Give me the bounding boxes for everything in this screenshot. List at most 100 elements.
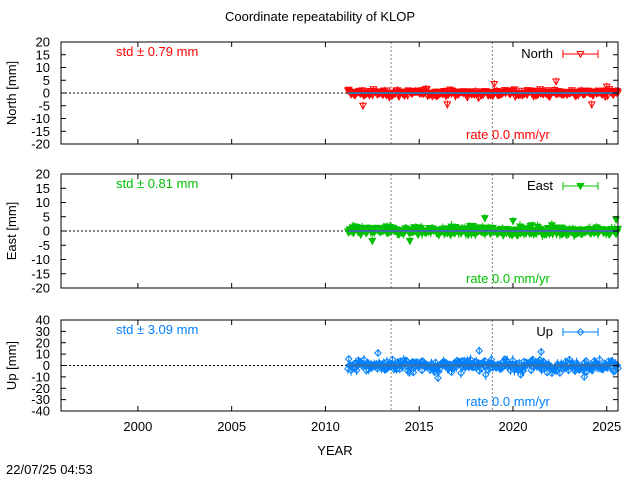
data-point bbox=[576, 182, 585, 191]
y-axis-label: Up [mm] bbox=[4, 341, 19, 390]
y-tick-label: 15 bbox=[36, 181, 50, 196]
data-point bbox=[378, 360, 387, 369]
x-tick-label: 2010 bbox=[311, 419, 340, 434]
y-tick-label: -10 bbox=[31, 369, 50, 384]
x-tick-label: 2015 bbox=[405, 419, 434, 434]
data-point bbox=[587, 101, 596, 109]
y-tick-label: 40 bbox=[36, 313, 50, 328]
y-tick-label: -10 bbox=[31, 252, 50, 267]
chart-title: Coordinate repeatability of KLOP bbox=[225, 9, 415, 24]
data-point bbox=[576, 328, 585, 336]
rate-label: rate 0.0 mm/yr bbox=[466, 271, 550, 286]
data-point bbox=[409, 368, 418, 377]
y-tick-label: -5 bbox=[38, 98, 50, 113]
y-axis-label: North [mm] bbox=[4, 61, 19, 125]
x-tick-label: 2000 bbox=[123, 419, 152, 434]
data-point bbox=[466, 355, 475, 364]
data-point bbox=[435, 365, 444, 373]
data-point bbox=[405, 237, 414, 246]
data-point bbox=[537, 365, 546, 374]
y-tick-label: 20 bbox=[36, 167, 50, 182]
data-point bbox=[475, 346, 484, 355]
data-point bbox=[418, 357, 427, 365]
y-tick-label: 10 bbox=[36, 347, 50, 362]
x-tick-label: 2005 bbox=[217, 419, 246, 434]
data-point bbox=[392, 365, 401, 374]
y-tick-label: -10 bbox=[31, 111, 50, 126]
legend-label: Up bbox=[536, 324, 553, 339]
data-point bbox=[543, 368, 552, 377]
data-point bbox=[477, 364, 485, 373]
data-point bbox=[443, 101, 452, 109]
data-point bbox=[602, 83, 611, 91]
y-axis-label: East [mm] bbox=[4, 202, 19, 261]
data-point bbox=[475, 367, 484, 375]
data-point bbox=[402, 356, 411, 365]
y-tick-label: 15 bbox=[36, 47, 50, 62]
y-tick-label: -20 bbox=[31, 137, 50, 152]
x-axis-label: YEAR bbox=[317, 443, 352, 458]
y-tick-label: 30 bbox=[36, 324, 50, 339]
y-tick-label: 0 bbox=[43, 224, 50, 239]
legend-label: East bbox=[527, 178, 553, 193]
data-point bbox=[527, 222, 537, 230]
data-point bbox=[484, 366, 493, 375]
data-point bbox=[588, 366, 597, 375]
data-point bbox=[613, 361, 622, 370]
y-tick-label: -5 bbox=[38, 238, 50, 253]
legend-up: Up bbox=[536, 324, 599, 339]
data-point bbox=[510, 86, 519, 94]
data-point bbox=[490, 81, 499, 89]
data-point bbox=[352, 366, 361, 375]
y-tick-label: 0 bbox=[43, 358, 50, 373]
y-tick-label: -15 bbox=[31, 266, 50, 281]
data-point bbox=[358, 102, 367, 110]
data-point bbox=[609, 366, 618, 375]
x-tick-label: 2020 bbox=[499, 419, 528, 434]
std-label: std ± 0.81 mm bbox=[116, 176, 198, 191]
y-tick-label: 5 bbox=[43, 209, 50, 224]
rate-label: rate 0.0 mm/yr bbox=[466, 127, 550, 142]
data-points-up bbox=[344, 346, 622, 383]
legend-north: North bbox=[521, 46, 599, 61]
y-tick-label: 20 bbox=[36, 335, 50, 350]
footer-timestamp: 22/07/25 04:53 bbox=[6, 462, 93, 477]
y-tick-label: 5 bbox=[43, 73, 50, 88]
data-point bbox=[595, 355, 604, 364]
y-tick-label: -20 bbox=[31, 281, 50, 296]
y-tick-label: -15 bbox=[31, 124, 50, 139]
data-point bbox=[457, 369, 465, 378]
data-point bbox=[508, 217, 518, 226]
data-point bbox=[382, 365, 391, 374]
y-tick-label: -30 bbox=[31, 392, 50, 407]
data-point bbox=[434, 374, 442, 382]
y-tick-label: -20 bbox=[31, 381, 50, 396]
y-tick-label: 10 bbox=[36, 195, 50, 210]
legend-east: East bbox=[527, 178, 599, 193]
data-point bbox=[374, 349, 382, 357]
data-point bbox=[552, 78, 561, 86]
y-tick-label: -40 bbox=[31, 404, 50, 419]
legend-label: North bbox=[521, 46, 553, 61]
y-tick-label: 20 bbox=[36, 35, 50, 50]
data-point bbox=[364, 365, 373, 374]
data-point bbox=[537, 347, 546, 356]
data-point bbox=[555, 369, 564, 377]
y-tick-label: 10 bbox=[36, 60, 50, 75]
std-label: std ± 3.09 mm bbox=[116, 322, 198, 337]
data-point bbox=[422, 86, 431, 94]
x-tick-labels: 2000 2005 2010 2015 2020 2025 bbox=[123, 419, 621, 434]
data-points-east bbox=[343, 214, 623, 246]
y-tick-label: 0 bbox=[43, 86, 50, 101]
data-point bbox=[580, 372, 589, 381]
data-point bbox=[368, 237, 377, 246]
data-point bbox=[542, 87, 551, 95]
rate-label: rate 0.0 mm/yr bbox=[466, 394, 550, 409]
std-label: std ± 0.79 mm bbox=[116, 44, 198, 59]
